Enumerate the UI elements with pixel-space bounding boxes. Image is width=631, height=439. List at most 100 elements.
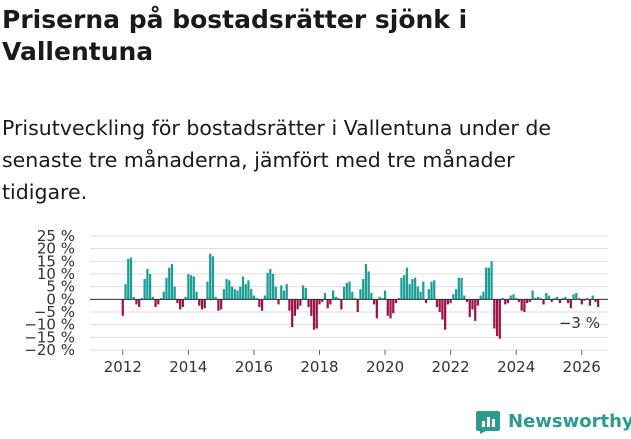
bar bbox=[179, 299, 182, 310]
bar bbox=[230, 286, 234, 300]
bar bbox=[337, 298, 340, 300]
bar bbox=[288, 299, 291, 311]
bar bbox=[591, 295, 594, 300]
bar bbox=[566, 299, 570, 304]
bar bbox=[493, 299, 496, 329]
bar bbox=[315, 299, 318, 329]
bar bbox=[132, 296, 135, 300]
bar bbox=[457, 277, 460, 300]
bar bbox=[474, 299, 477, 321]
bar bbox=[444, 299, 447, 330]
bar bbox=[296, 299, 299, 310]
bar-chart: 25 %20 %15 %10 %5 %0 %−5 %−10 %−15 %−20 … bbox=[24, 227, 608, 376]
bar bbox=[304, 287, 307, 300]
bar bbox=[476, 299, 480, 306]
bar bbox=[485, 267, 488, 300]
bar bbox=[583, 299, 586, 301]
y-tick-label: −10 % bbox=[24, 316, 75, 334]
x-tick-label: 2018 bbox=[300, 358, 338, 376]
bar bbox=[353, 298, 357, 300]
bar bbox=[403, 275, 406, 300]
bar bbox=[397, 298, 400, 300]
bar bbox=[250, 289, 253, 300]
bar bbox=[362, 279, 365, 300]
bar bbox=[244, 284, 247, 300]
bar bbox=[490, 261, 493, 300]
brand-name: Newsworthy bbox=[508, 410, 631, 432]
bar bbox=[162, 291, 165, 300]
y-tick-label: 5 % bbox=[46, 278, 75, 296]
bar bbox=[121, 299, 124, 316]
bar bbox=[143, 279, 146, 300]
x-tick-label: 2020 bbox=[366, 358, 404, 376]
bar bbox=[198, 299, 201, 306]
bar bbox=[383, 290, 387, 300]
bar bbox=[509, 295, 512, 300]
bar bbox=[312, 299, 316, 330]
bar bbox=[252, 295, 256, 300]
bar bbox=[261, 299, 264, 311]
bar bbox=[520, 299, 523, 311]
x-tick-label: 2012 bbox=[104, 358, 142, 376]
bar bbox=[200, 299, 204, 310]
y-tick-label: −15 % bbox=[24, 328, 75, 346]
bar bbox=[468, 299, 471, 318]
y-tick-label: 15 % bbox=[37, 252, 75, 270]
bar bbox=[342, 286, 346, 300]
bar bbox=[577, 298, 581, 300]
bar bbox=[460, 277, 463, 300]
bar bbox=[195, 291, 198, 300]
bar bbox=[239, 286, 242, 300]
bar bbox=[441, 299, 444, 320]
bar bbox=[329, 299, 332, 305]
bar bbox=[124, 284, 127, 300]
bar-chart-logo-icon bbox=[476, 411, 500, 434]
newsworthy-logo: Newsworthy bbox=[476, 408, 631, 434]
bar bbox=[293, 299, 297, 316]
bar bbox=[318, 299, 321, 305]
bar bbox=[523, 299, 526, 312]
bar bbox=[539, 298, 542, 300]
bar bbox=[184, 296, 187, 300]
bar bbox=[430, 281, 433, 300]
bar bbox=[586, 298, 589, 300]
bar bbox=[479, 295, 482, 300]
bar bbox=[282, 290, 286, 300]
bar bbox=[291, 299, 294, 328]
bar bbox=[274, 286, 277, 300]
bar bbox=[222, 289, 225, 300]
bar bbox=[168, 267, 171, 300]
last-value-label: −3 % bbox=[559, 314, 600, 332]
bar bbox=[545, 293, 548, 300]
chart-title: Priserna på bostadsrätter sjönk i Vallen… bbox=[2, 5, 468, 66]
bar bbox=[482, 291, 485, 300]
bar bbox=[370, 293, 373, 300]
y-tick-label: 25 % bbox=[37, 227, 75, 245]
bar bbox=[217, 299, 220, 311]
bar bbox=[323, 293, 327, 300]
bar bbox=[433, 280, 436, 300]
bar bbox=[531, 290, 534, 300]
bar bbox=[206, 281, 209, 300]
bar bbox=[214, 296, 217, 300]
bar bbox=[228, 280, 231, 300]
bar bbox=[419, 291, 422, 300]
bar bbox=[233, 289, 236, 300]
bar bbox=[465, 299, 469, 302]
bar bbox=[209, 253, 212, 300]
bar bbox=[515, 298, 518, 300]
bar bbox=[526, 299, 529, 304]
bar bbox=[351, 291, 354, 300]
bar bbox=[255, 298, 258, 300]
bar bbox=[528, 299, 531, 302]
x-tick-label: 2016 bbox=[235, 358, 273, 376]
bar bbox=[348, 281, 351, 300]
bar bbox=[332, 290, 335, 300]
bar bbox=[413, 277, 417, 300]
bar bbox=[572, 294, 575, 300]
bar bbox=[422, 281, 425, 300]
bar bbox=[266, 272, 269, 300]
bar bbox=[356, 299, 359, 312]
x-tick-label: 2022 bbox=[432, 358, 470, 376]
bar bbox=[389, 299, 392, 319]
